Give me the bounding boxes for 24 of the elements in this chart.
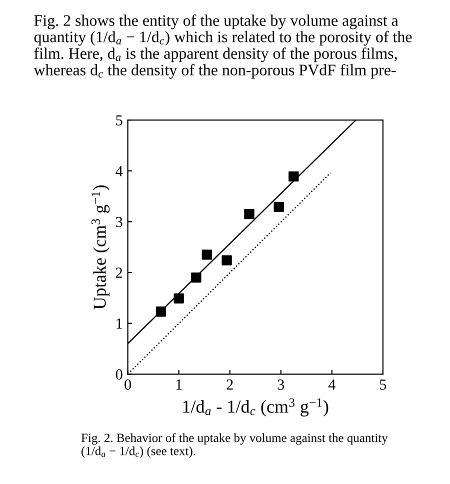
y-tick-label: 0 xyxy=(116,369,122,380)
text: Fig. 2 shows the entity of the uptake by volume against a quantity (1/d$_{a}$ − 1/d$_{c}$) which is related to the porosity of the film. Here, d$_{a}$ is the apparent density of the porous films, whereas d$_{c}$ the density of the non-porous PVdF film pre- xyxy=(34,14,412,79)
point xyxy=(274,202,284,212)
point xyxy=(191,272,202,283)
y-tick-label: 1 xyxy=(116,318,122,329)
x-tick-label: 3 xyxy=(278,379,284,390)
y-tick-label: 3 xyxy=(116,216,122,228)
point xyxy=(202,250,212,260)
text: Fig. 2. Behavior of the uptake by volume against the quantity (1/d$_{a}$ − 1/d$_{c}$) (see text). xyxy=(81,433,388,458)
point xyxy=(222,255,232,266)
y-tick-label: 2 xyxy=(116,268,122,278)
x-tick-label: 1 xyxy=(176,380,182,390)
text: 1/d$_{a}$ - 1/d$_{c}$ (cm$^{3}$ g$^{−1}$) xyxy=(183,398,328,416)
x-tick-label: 5 xyxy=(380,380,386,390)
y-tick-label: 5 xyxy=(116,115,122,126)
x-tick-label: 4 xyxy=(328,380,336,390)
point xyxy=(244,208,254,220)
x-tick-label: 2 xyxy=(226,379,233,390)
point xyxy=(156,306,166,317)
point xyxy=(288,171,299,182)
y-tick-label: 4 xyxy=(116,166,123,176)
point xyxy=(174,293,184,304)
y-axis-title: Uptake (cm$^{3}$ g$^{−1}$) xyxy=(92,185,110,310)
x-tick-label: 0 xyxy=(124,379,132,390)
